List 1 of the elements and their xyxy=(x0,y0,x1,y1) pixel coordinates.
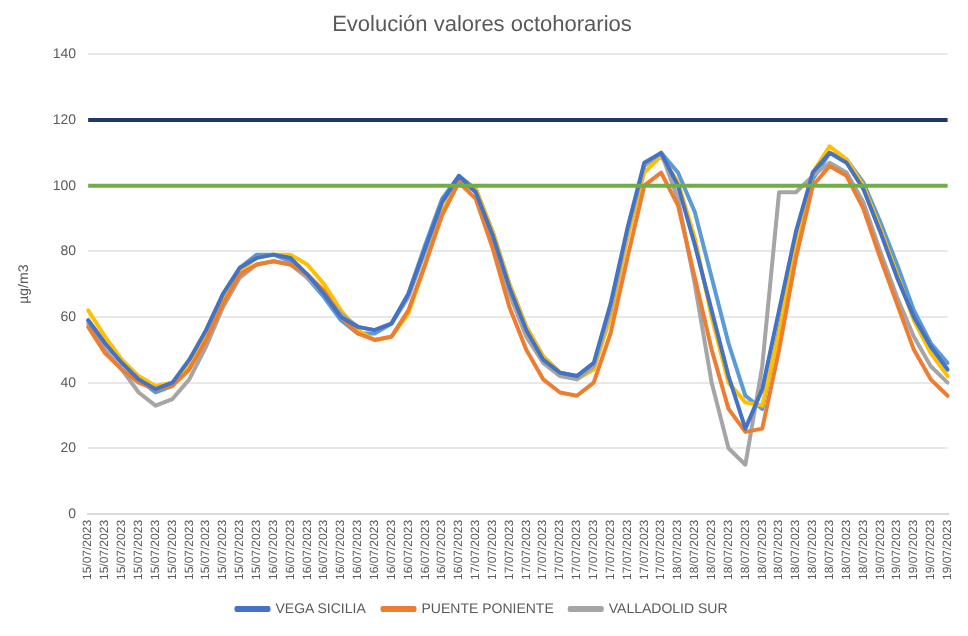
chart-title: Evolución valores octohorarios xyxy=(332,13,633,38)
